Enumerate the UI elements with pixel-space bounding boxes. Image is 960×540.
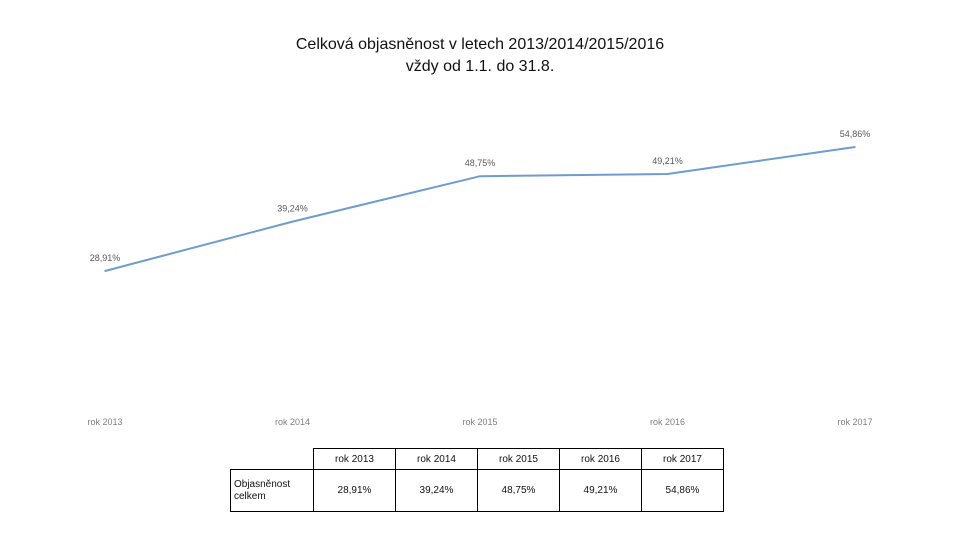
table-corner-cell (230, 448, 314, 470)
x-tick-label: rok 2015 (462, 417, 497, 427)
chart-title: Celková objasněnost v letech 2013/2014/2… (180, 34, 780, 78)
table-cell: 28,91% (313, 469, 396, 512)
table-header-row: rok 2013 rok 2014 rok 2015 rok 2016 rok … (230, 448, 724, 470)
chart-title-line-2: vždy od 1.1. do 31.8. (405, 58, 555, 75)
chart-title-line-1: Celková objasněnost v letech 2013/2014/2… (295, 36, 665, 53)
table-cell: 49,21% (559, 469, 642, 512)
table-cell: 48,75% (477, 469, 560, 512)
table-cell: 39,24% (395, 469, 478, 512)
table-header-cell: rok 2016 (559, 448, 642, 470)
x-tick-label: rok 2016 (650, 417, 685, 427)
data-point (666, 173, 669, 175)
data-label: 28,91% (90, 253, 121, 263)
data-label: 49,21% (652, 156, 683, 166)
x-tick-label: rok 2013 (87, 417, 122, 427)
table-header-cell: rok 2013 (313, 448, 396, 470)
x-tick-label: rok 2014 (275, 417, 310, 427)
table-row-label: Objasněnost celkem (230, 469, 314, 512)
data-table: rok 2013 rok 2014 rok 2015 rok 2016 rok … (230, 448, 724, 512)
table-header-cell: rok 2014 (395, 448, 478, 470)
data-label: 54,86% (840, 129, 871, 139)
table-cell: 54,86% (641, 469, 724, 512)
data-point (479, 175, 481, 177)
x-tick-label: rok 2017 (837, 417, 872, 427)
table-header-cell: rok 2017 (641, 448, 724, 470)
table-header-cell: rok 2015 (477, 448, 560, 470)
data-point (854, 146, 856, 148)
table-row: Objasněnost celkem 28,91% 39,24% 48,75% … (230, 469, 724, 512)
data-point (291, 220, 294, 223)
data-label: 39,24% (277, 204, 308, 214)
data-label: 48,75% (465, 158, 496, 168)
data-point (104, 270, 106, 272)
